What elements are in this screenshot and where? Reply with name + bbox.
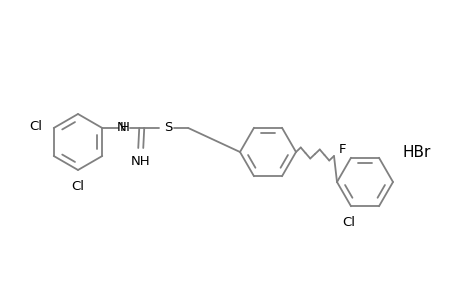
Text: N: N: [117, 121, 127, 134]
Text: S: S: [164, 121, 172, 134]
Text: F: F: [338, 143, 345, 156]
Text: Cl: Cl: [71, 180, 84, 193]
Text: HBr: HBr: [402, 145, 431, 160]
Text: Cl: Cl: [342, 216, 355, 229]
Text: NH: NH: [130, 155, 150, 168]
Text: H: H: [120, 121, 130, 134]
Text: Cl: Cl: [29, 119, 42, 133]
